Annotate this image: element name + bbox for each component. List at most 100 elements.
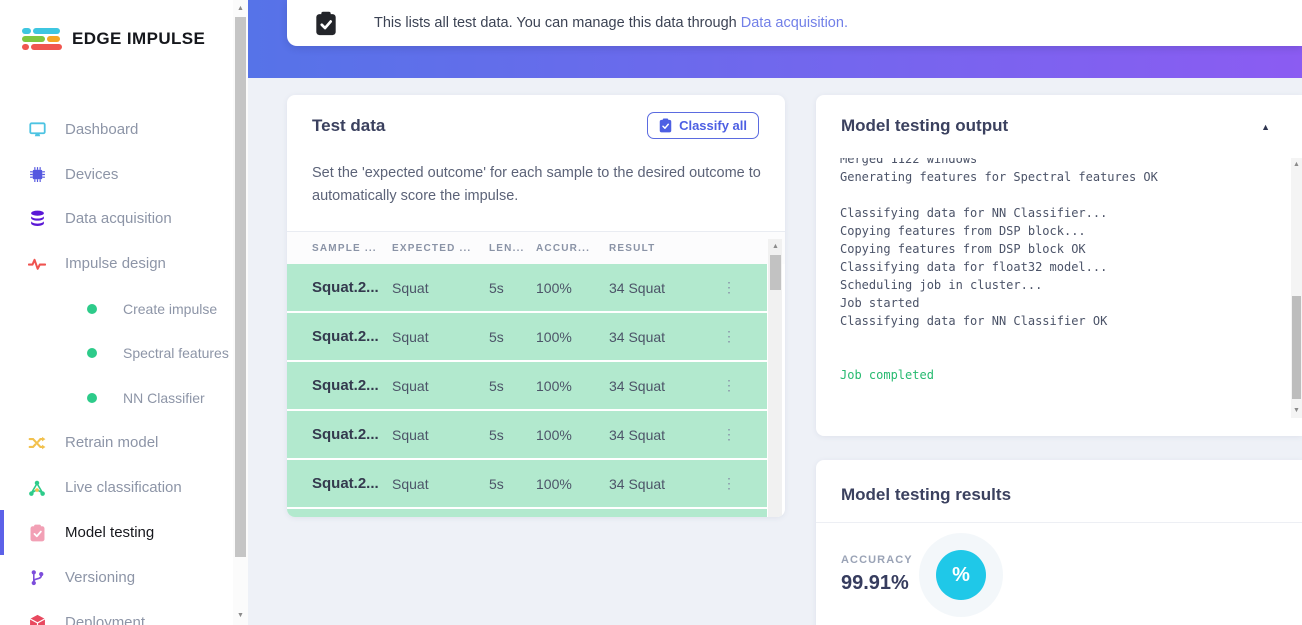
cell-expected: Squat (392, 377, 429, 394)
versioning-icon (28, 568, 46, 586)
sidebar-item-label: Data acquisition (65, 210, 172, 228)
data-acquisition-link[interactable]: Data acquisition (740, 15, 844, 31)
console-scrollbar-thumb[interactable] (1292, 296, 1301, 399)
sidebar-item-dashboard[interactable]: Dashboard (0, 107, 232, 152)
sidebar-scrollbar[interactable]: ▲ ▼ (233, 0, 248, 625)
console-line-job-completed: Job completed (840, 368, 934, 382)
console-output[interactable]: Merged 1122 windows Generating features … (840, 158, 1290, 412)
scroll-down-icon[interactable]: ▼ (1293, 407, 1300, 414)
banner-text-before: This lists all test data. You can manage… (374, 15, 741, 31)
model-testing-results-title: Model testing results (841, 485, 1012, 504)
sidebar-item-label: Spectral features (123, 345, 229, 362)
cell-expected: Squat (392, 328, 429, 345)
cell-expected: Squat (392, 426, 429, 443)
sidebar-item-impulse-design[interactable]: Impulse design (0, 241, 232, 286)
sidebar-item-label: NN Classifier (123, 390, 205, 407)
edge-impulse-logo[interactable]: EDGE IMPULSE (22, 28, 205, 50)
table-row[interactable]: Squat.2... Squat 5s 100% 34 Squat ⋮ (287, 509, 767, 517)
logo-text: EDGE IMPULSE (72, 29, 206, 48)
cell-result: 34 Squat (609, 377, 666, 394)
row-kebab-menu-icon[interactable]: ⋮ (722, 377, 736, 393)
sidebar-item-model-testing[interactable]: Model testing (0, 510, 232, 555)
cell-length: 5s (489, 475, 504, 492)
cell-result: 34 Squat (609, 328, 666, 345)
cell-result: 34 Squat (609, 426, 666, 443)
console-lines: Merged 1122 windows Generating features … (840, 158, 1290, 384)
console-line: Scheduling job in cluster... (840, 278, 1043, 292)
cell-accuracy: 100% (536, 426, 572, 443)
sidebar-item-label: Versioning (65, 568, 136, 586)
sidebar-item-spectral-features[interactable]: Spectral features (0, 331, 232, 376)
sidebar-item-label: Dashboard (65, 120, 139, 138)
column-header-result: RESULT (609, 242, 656, 254)
sidebar-item-deployment[interactable]: Deployment (0, 600, 232, 625)
row-kebab-menu-icon[interactable]: ⋮ (722, 475, 736, 491)
cell-accuracy: 100% (536, 475, 572, 492)
row-kebab-menu-icon[interactable]: ⋮ (722, 426, 736, 442)
column-header-length: LEN... (489, 242, 525, 254)
clipboard-check-icon (315, 11, 337, 36)
row-kebab-menu-icon[interactable]: ⋮ (722, 279, 736, 295)
table-header-row: SAMPLE ... EXPECTED ... LEN... ACCUR... … (287, 232, 785, 264)
sidebar-item-nn-classifier[interactable]: NN Classifier (0, 376, 232, 421)
console-line (840, 330, 1290, 348)
sidebar-item-label: Retrain model (65, 434, 159, 452)
table-scrollbar-thumb[interactable] (769, 255, 781, 290)
devices-icon (28, 165, 46, 183)
scroll-up-icon[interactable]: ▲ (1293, 161, 1300, 168)
table-row[interactable]: Squat.2... Squat 5s 100% 34 Squat ⋮ (287, 264, 767, 311)
model-testing-output-card: Model testing output ▲ Merged 1122 windo… (816, 95, 1302, 436)
classify-all-button[interactable]: Classify all (647, 112, 759, 139)
cell-sample: Squat.2... (312, 475, 379, 492)
sidebar-item-live-classification[interactable]: Live classification (0, 465, 232, 510)
console-line: Copying features from DSP block... (840, 224, 1086, 238)
sidebar-item-versioning[interactable]: Versioning (0, 555, 232, 600)
table-row[interactable]: Squat.2... Squat 5s 100% 34 Squat ⋮ (287, 460, 767, 507)
edge-impulse-logo-icon (22, 28, 62, 50)
dashboard-icon (28, 120, 46, 138)
sidebar-item-label: Deployment (65, 613, 146, 625)
table-scrollbar[interactable]: ▲ ▼ (768, 239, 782, 517)
green-dot-icon (86, 393, 97, 404)
cell-result: 34 Squat (609, 475, 666, 492)
table-row[interactable]: Squat.2... Squat 5s 100% 34 Squat ⋮ (287, 411, 767, 458)
divider (816, 522, 1302, 523)
sidebar-item-data-acquisition[interactable]: Data acquisition (0, 197, 232, 242)
classify-all-icon (659, 118, 672, 133)
scroll-up-icon[interactable]: ▲ (772, 243, 779, 250)
green-dot-icon (86, 348, 97, 359)
cell-length: 5s (489, 328, 504, 345)
green-dot-icon (86, 303, 97, 314)
test-data-description: Set the 'expected outcome' for each samp… (312, 165, 761, 205)
retrain-model-icon (28, 434, 46, 452)
cell-expected: Squat (392, 279, 429, 296)
sidebar-item-devices[interactable]: Devices (0, 152, 232, 197)
sidebar-item-retrain-model[interactable]: Retrain model (0, 421, 232, 466)
console-scrollbar[interactable]: ▲ ▼ (1291, 158, 1302, 418)
console-line: Classifying data for float32 model... (840, 260, 1108, 274)
banner-text-suffix: . (843, 15, 848, 31)
cell-result: 34 Squat (609, 279, 666, 296)
live-classification-icon (28, 479, 46, 497)
deployment-icon (28, 613, 46, 625)
model-testing-icon (28, 524, 46, 542)
accuracy-label: ACCURACY (841, 554, 913, 566)
table-row[interactable]: Squat.2... Squat 5s 100% 34 Squat ⋮ (287, 362, 767, 409)
sidebar-nav: Dashboard Devices Data acquisition Impul… (0, 107, 232, 625)
sidebar-item-label: Impulse design (65, 255, 166, 273)
sidebar-item-label: Create impulse (123, 300, 218, 317)
model-testing-output-title: Model testing output (841, 116, 1009, 135)
console-line: Generating features for Spectral feature… (840, 170, 1158, 184)
banner-text: This lists all test data. You can manage… (374, 15, 848, 31)
scroll-down-icon[interactable]: ▼ (237, 612, 244, 619)
sidebar-scrollbar-thumb[interactable] (235, 17, 246, 557)
collapse-panel-icon[interactable]: ▲ (1261, 122, 1270, 132)
row-kebab-menu-icon[interactable]: ⋮ (722, 328, 736, 344)
sidebar-item-create-impulse[interactable]: Create impulse (0, 286, 232, 331)
console-line: Job started (840, 296, 920, 310)
scroll-up-icon[interactable]: ▲ (237, 5, 244, 12)
cell-sample: Squat.2... (312, 328, 379, 345)
table-row[interactable]: Squat.2... Squat 5s 100% 34 Squat ⋮ (287, 313, 767, 360)
sidebar-item-label: Devices (65, 165, 119, 183)
sidebar: EDGE IMPULSE Dashboard Devices Data acqu… (0, 0, 248, 625)
